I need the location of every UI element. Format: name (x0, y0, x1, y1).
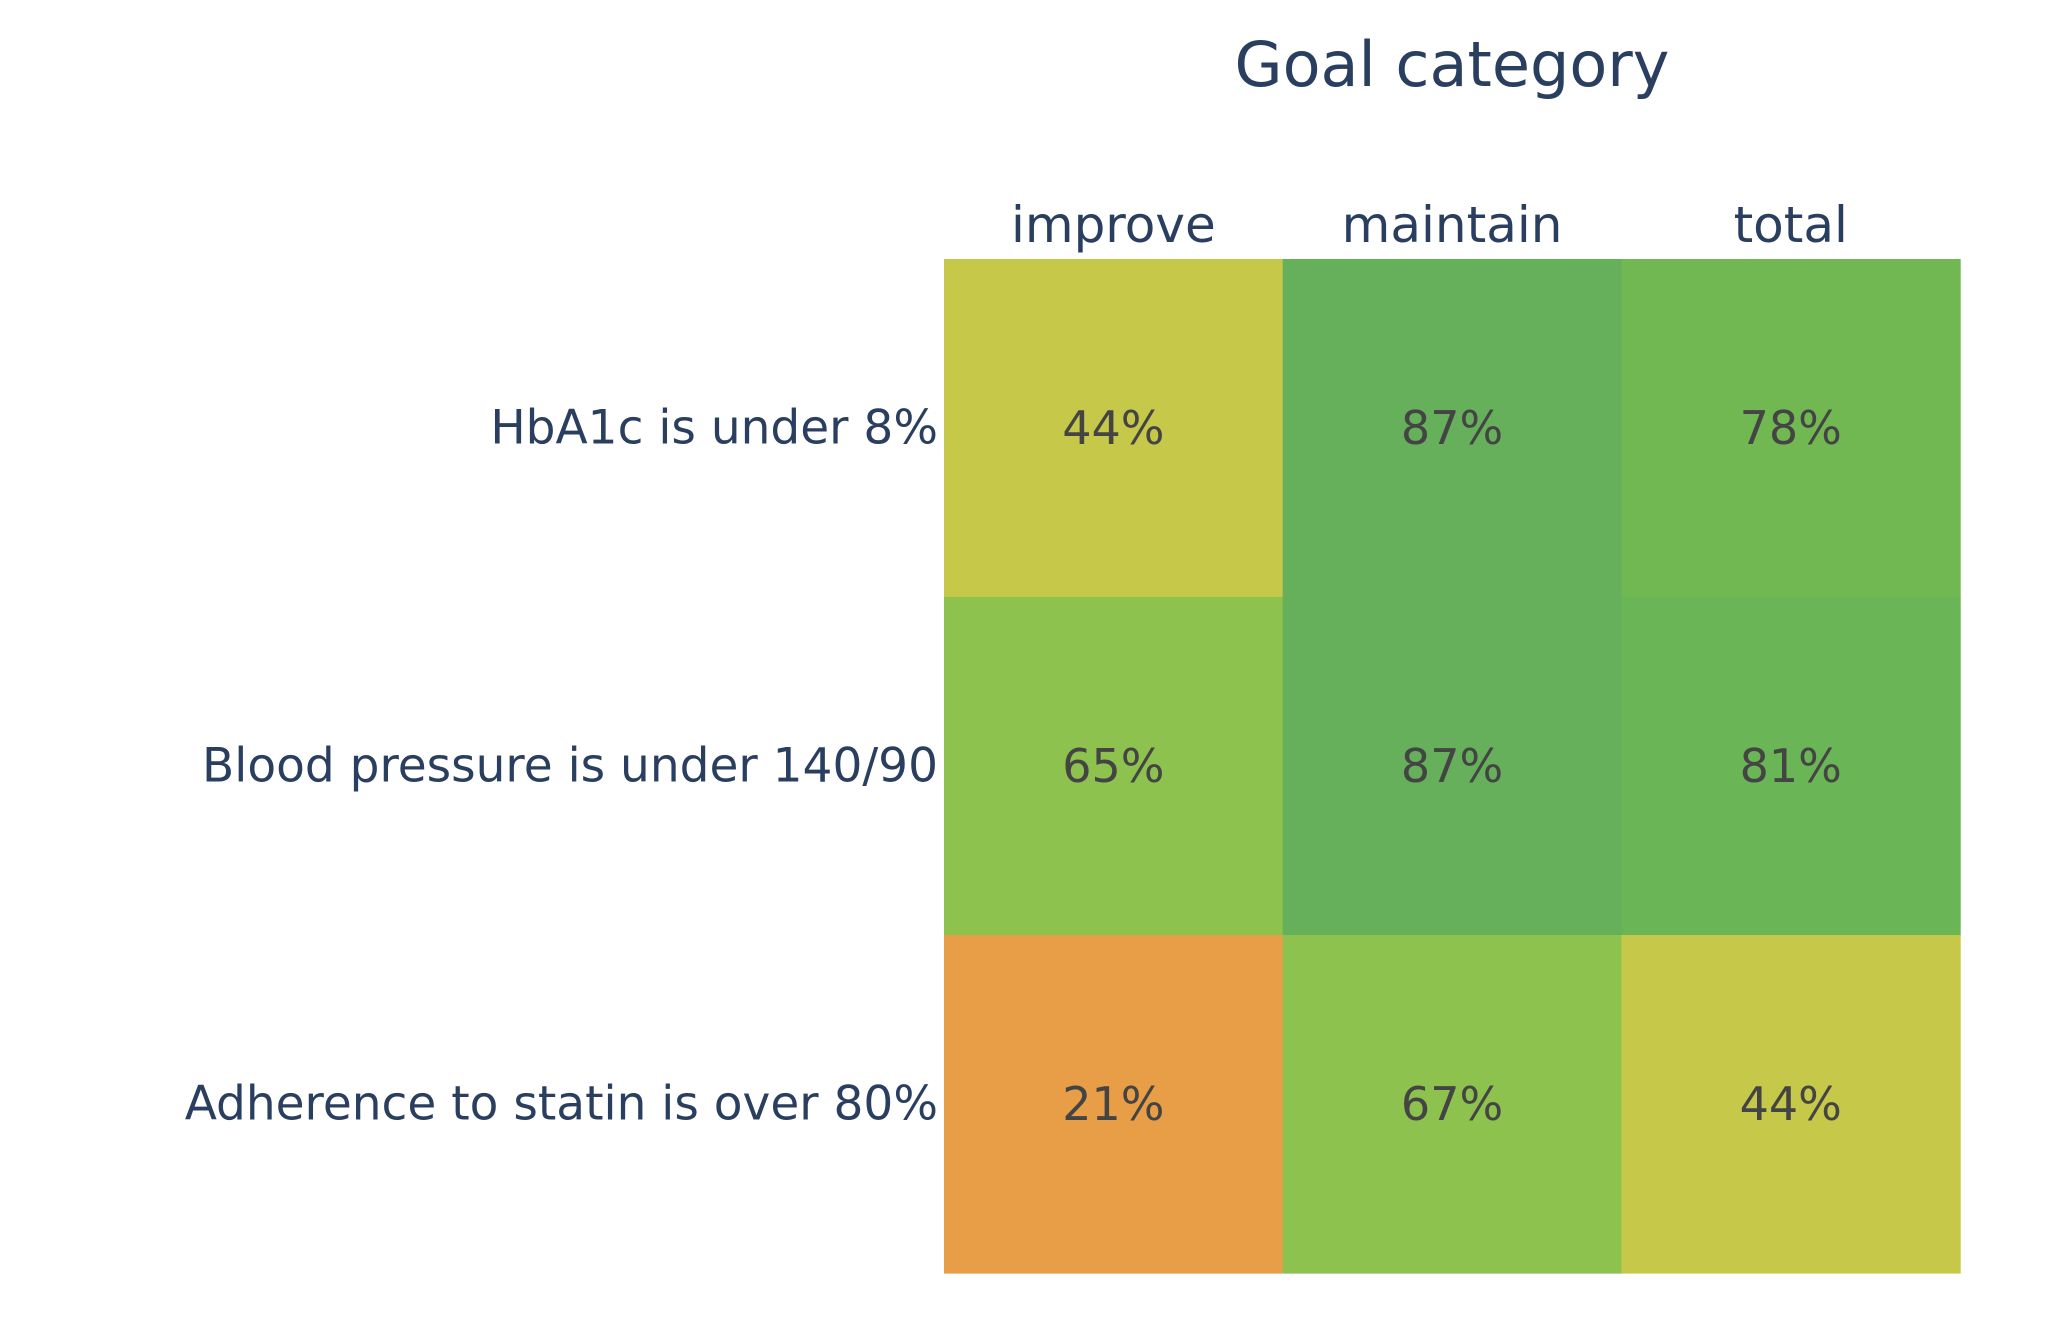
cell-value-label: 44% (1062, 401, 1164, 455)
heatmap-cell (944, 597, 1284, 936)
heatmap-cell (1282, 259, 1622, 598)
cell-value-label: 81% (1740, 739, 1842, 793)
cell-value-label: 87% (1401, 401, 1503, 455)
cell-value-label: 65% (1062, 739, 1164, 793)
cell-value-label: 78% (1740, 401, 1842, 455)
heatmap-cell (1621, 935, 1961, 1274)
column-label: improve (1011, 196, 1216, 254)
row-label: Blood pressure is under 140/90 (202, 739, 938, 794)
heatmap-cell (1282, 597, 1622, 936)
column-label: maintain (1342, 196, 1563, 254)
heatmap-cell (944, 259, 1284, 598)
cell-value-label: 87% (1401, 739, 1503, 793)
cell-value-label: 44% (1740, 1077, 1842, 1131)
row-label: HbA1c is under 8% (490, 401, 938, 456)
heatmap-cell (1621, 259, 1961, 598)
cell-value-label: 67% (1401, 1077, 1503, 1131)
heatmap-cell (1282, 935, 1622, 1274)
cell-value-label: 21% (1062, 1077, 1164, 1131)
row-label: Adherence to statin is over 80% (185, 1077, 938, 1132)
chart-title: Goal category (1234, 28, 1670, 101)
column-label: total (1734, 196, 1848, 254)
heatmap-cell (1621, 597, 1961, 936)
heatmap-cell (944, 935, 1284, 1274)
